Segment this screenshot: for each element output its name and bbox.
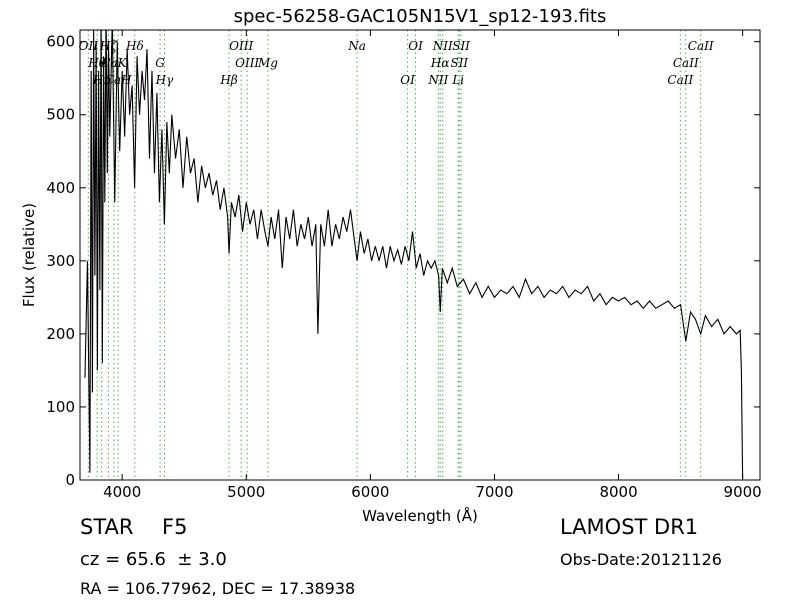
subclass: F5 <box>162 515 187 539</box>
spectral-line-label: SII <box>452 39 470 53</box>
class: STAR <box>80 515 133 539</box>
y-tick-label: 500 <box>46 106 75 124</box>
x-tick-label: 8000 <box>599 483 637 501</box>
redshift: cz = 65.6 ± 3.0 <box>80 549 227 570</box>
spectral-line-label: CaII <box>688 39 714 53</box>
spectral-line-label: Mg <box>257 56 278 70</box>
spectrum <box>84 30 744 480</box>
spectral-line-label: Li <box>451 73 464 87</box>
spectral-line-label: OI <box>400 73 415 87</box>
x-axis-label: Wavelength (Å) <box>362 506 478 525</box>
spectral-line-label: Na <box>347 39 366 53</box>
x-tick-label: 4000 <box>103 483 141 501</box>
spectral-line-label: OII <box>79 39 99 53</box>
spectral-line-label: Hγ <box>155 73 174 87</box>
x-tick-label: 7000 <box>475 483 513 501</box>
spectral-line-label: Hα <box>430 56 450 70</box>
chart-title: spec-56258-GAC105N15V1_sp12-193.fits <box>234 6 607 27</box>
spectral-line-label: Hη <box>92 73 111 87</box>
spectral-line-label: Hθ <box>87 56 106 70</box>
spectral-line-label: NII <box>427 73 448 87</box>
spectral-line-label: CaII <box>667 73 693 87</box>
obs-date: Obs-Date:20121126 <box>560 550 722 569</box>
y-axis-label: Flux (relative) <box>20 203 38 307</box>
spectral-line-label: CaII <box>673 56 699 70</box>
spectral-line-label: CaH <box>105 73 132 87</box>
spectral-line-label: Hβ <box>219 73 237 87</box>
spectral-line-label: SII <box>450 56 468 70</box>
y-tick-label: 0 <box>65 471 75 489</box>
y-tick-label: 600 <box>46 33 75 51</box>
spectral-line-label: OIII <box>229 39 253 53</box>
spectral-line-label: G <box>155 56 165 70</box>
spectral-line-label: CaK <box>101 56 127 70</box>
survey: LAMOST DR1 <box>560 515 698 539</box>
x-tick-label: 5000 <box>227 483 265 501</box>
y-tick-label: 200 <box>46 325 75 343</box>
y-tick-label: 100 <box>46 398 75 416</box>
x-tick-label: 6000 <box>351 483 389 501</box>
spectral-line-label: Hζ <box>99 39 118 53</box>
plot-frame <box>79 29 761 481</box>
y-tick-label: 300 <box>46 252 75 270</box>
spectral-line-label: NII <box>432 39 453 53</box>
coordinates: RA = 106.77962, DEC = 17.38938 <box>80 579 355 598</box>
x-tick-label: 9000 <box>724 483 762 501</box>
spectral-line-label: OI <box>408 39 423 53</box>
spectral-line-label: OIII <box>235 56 259 70</box>
y-tick-label: 400 <box>46 179 75 197</box>
spectral-line-label: Hδ <box>125 39 144 53</box>
